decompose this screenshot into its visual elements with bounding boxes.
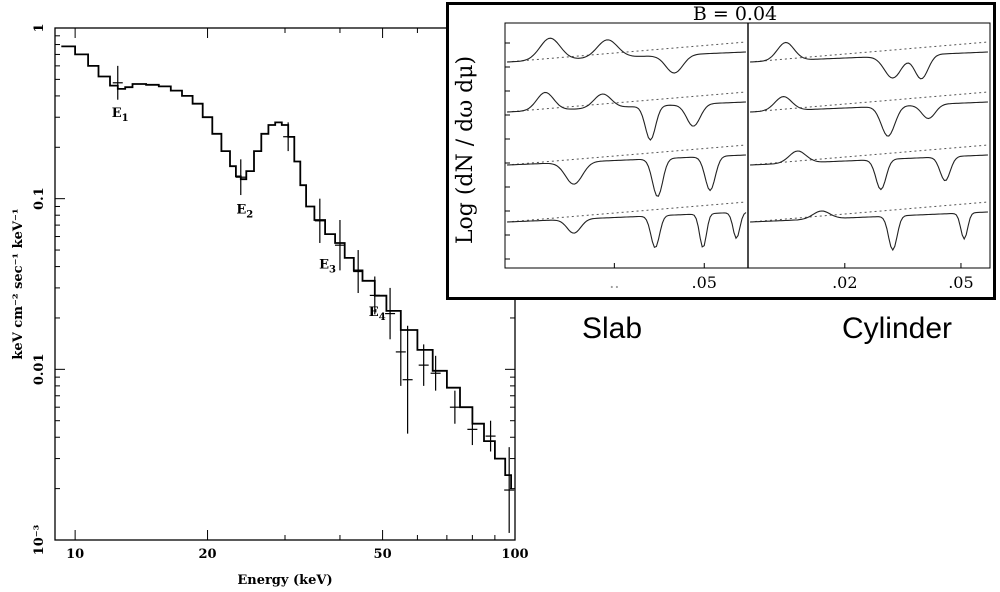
x-tick-label: 50 (374, 547, 392, 562)
panel-label-slab: Slab (582, 312, 642, 345)
inset-curves (506, 37, 989, 252)
inset-curve (749, 150, 989, 191)
inset-curve (506, 91, 747, 141)
inset-background (446, 2, 996, 300)
inset-curve (749, 41, 989, 80)
inset-curve (506, 154, 747, 197)
energy-annotation: E2 (236, 202, 253, 220)
inset-title: B = 0.04 (693, 3, 777, 25)
inset-chart: B = 0.04 Log (dN / dω dμ) .. .05 .02 .05 (446, 2, 996, 300)
x-tick-label: 10 (66, 547, 84, 562)
spectrum-y-ticks: 10⁻³ 0.01 0.1 1 (32, 23, 515, 555)
y-tick-label: 0.1 (32, 187, 47, 210)
inset-y-axis-label: Log (dN / dω dμ) (453, 56, 478, 244)
y-tick-label: 1 (32, 23, 47, 32)
inset-x-ticks: .. .05 .02 .05 (609, 263, 974, 292)
spectrum-y-axis-label: keV cm⁻² sec⁻¹ keV⁻¹ (11, 208, 26, 359)
energy-annotation: E4 (369, 305, 386, 323)
y-tick-label: 10⁻³ (32, 524, 47, 555)
spectrum-line (61, 45, 512, 489)
spectrum-x-axis-label: Energy (keV) (237, 573, 332, 588)
x-tick-label: 20 (198, 547, 216, 562)
spectrum-annotations: E1 E2 E3 E4 (112, 106, 386, 323)
inset-x-tick-label: .05 (692, 273, 717, 292)
inset-y-ticks (505, 42, 510, 260)
inset-frame (446, 2, 996, 300)
energy-annotation: E3 (319, 257, 336, 275)
inset-curve (749, 96, 989, 137)
y-tick-label: 0.01 (32, 353, 47, 385)
spectrum-error-bars (112, 65, 515, 533)
inset-curve (506, 212, 747, 249)
inset-curve (749, 210, 989, 252)
spectrum-series (61, 45, 512, 489)
inset-x-tick-label: .02 (832, 273, 857, 292)
inset-curve (506, 37, 747, 74)
inset-x-tick-label: .. (609, 273, 619, 292)
x-tick-label: 100 (501, 547, 528, 562)
panel-label-cylinder: Cylinder (842, 312, 952, 345)
inset-x-tick-label: .05 (948, 273, 973, 292)
energy-annotation: E1 (112, 106, 129, 124)
